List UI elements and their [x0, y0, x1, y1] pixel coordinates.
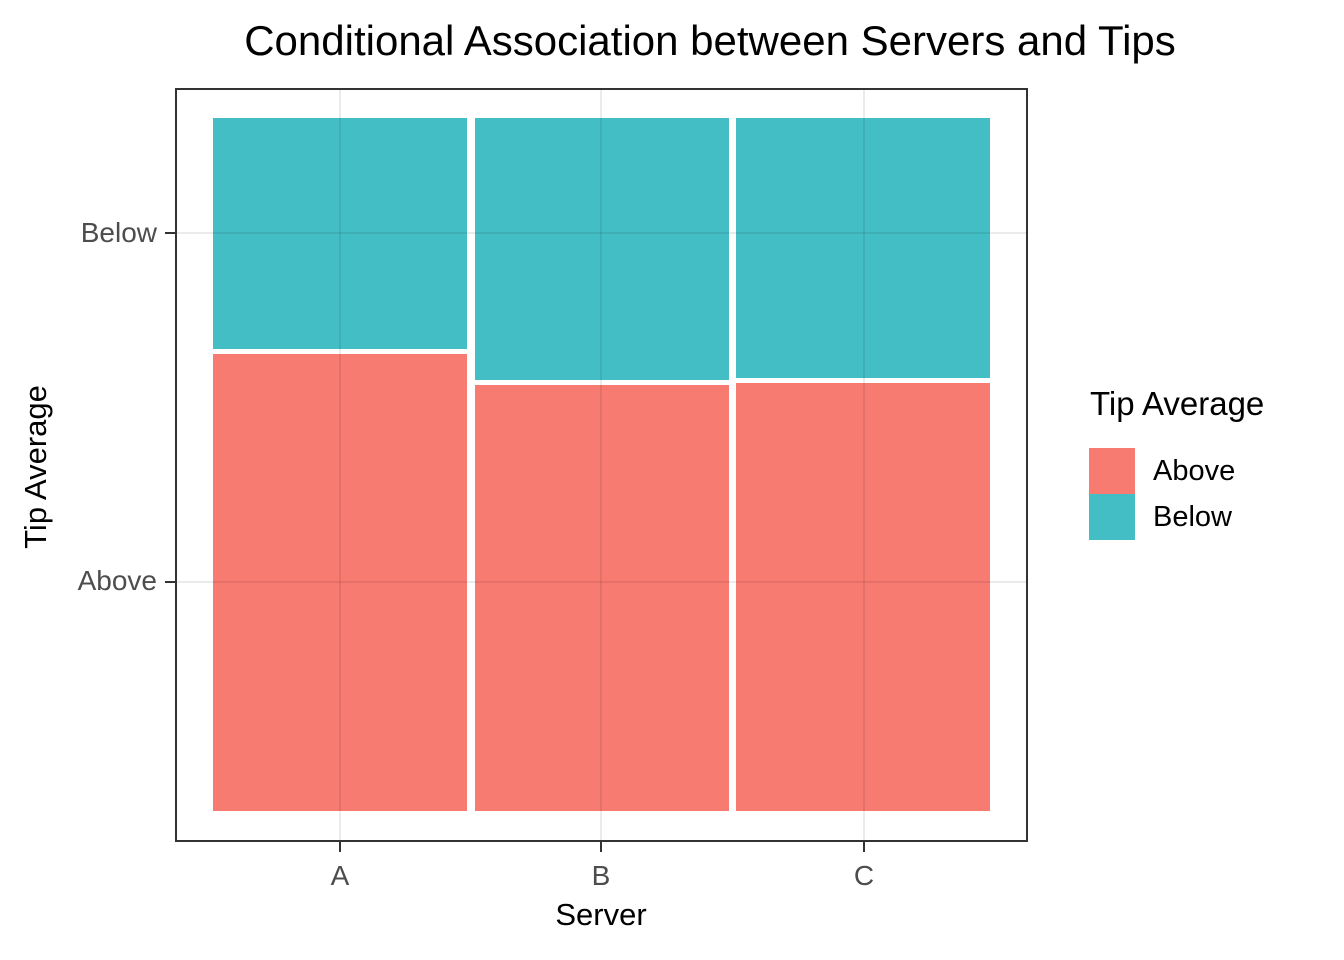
y-tick-below [165, 232, 175, 234]
legend-title: Tip Average [1090, 385, 1265, 422]
x-tick-label-a: A [330, 860, 350, 891]
mosaic-tile-a-below [213, 118, 467, 349]
legend-swatch-below [1089, 494, 1135, 540]
gridline-x-c [863, 90, 865, 840]
x-tick-b [600, 842, 602, 852]
mosaic-tile-b-above [474, 385, 729, 812]
gridline-y-below [177, 232, 1026, 234]
legend-swatch-above [1089, 448, 1135, 494]
x-tick-label-b: B [591, 860, 611, 891]
gridline-y-above [177, 581, 1026, 583]
x-axis-title: Server [555, 897, 647, 932]
plot-title: Conditional Association between Servers … [244, 17, 1176, 64]
x-tick-label-c: C [853, 860, 875, 891]
mosaic-tile-c-above [736, 383, 990, 812]
y-tick-above [165, 581, 175, 583]
gridline-x-b [600, 90, 602, 840]
x-tick-c [863, 842, 865, 852]
legend-label-below: Below [1153, 501, 1232, 533]
mosaic-tile-c-below [736, 118, 990, 379]
y-tick-label-below: Below [80, 217, 157, 248]
mosaic-tile-b-below [474, 118, 729, 381]
y-axis-title: Tip Average [18, 385, 53, 549]
gridline-x-a [339, 90, 341, 840]
x-tick-a [339, 842, 341, 852]
legend-label-above: Above [1153, 455, 1236, 487]
y-tick-label-above: Above [77, 565, 157, 596]
mosaic-tile-a-above [213, 353, 467, 812]
